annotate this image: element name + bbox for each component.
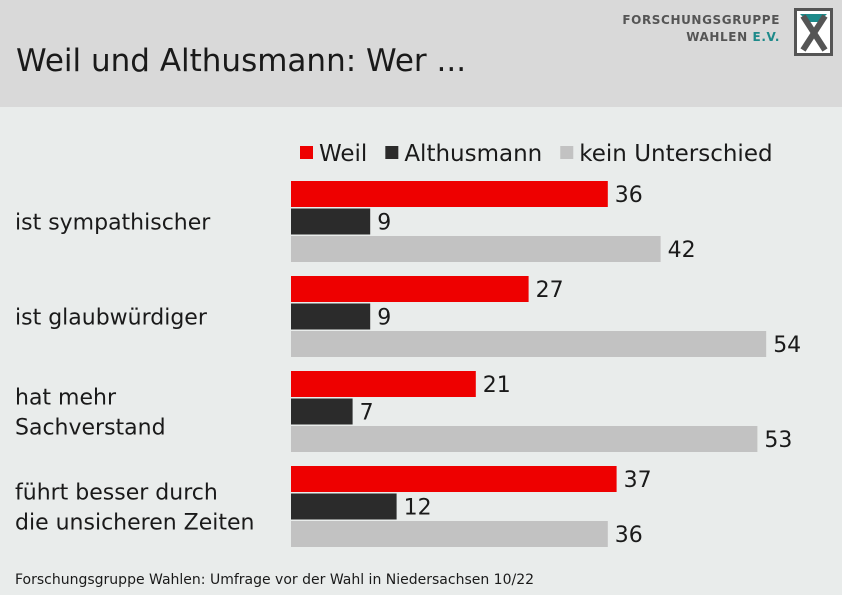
logo-mark-icon xyxy=(794,8,833,56)
bar-2-1 xyxy=(291,398,353,425)
value-label-0-1: 9 xyxy=(377,211,391,236)
value-label-0-2: 42 xyxy=(668,238,696,263)
bar-3-2 xyxy=(291,521,608,547)
legend-swatch-1 xyxy=(385,146,399,159)
value-label-3-2: 36 xyxy=(615,523,643,548)
logo: FORSCHUNGSGRUPPE WAHLEN E.V. xyxy=(622,8,834,60)
value-label-3-0: 37 xyxy=(624,468,652,493)
value-label-1-1: 9 xyxy=(377,306,391,331)
legend-swatch-2 xyxy=(560,146,574,159)
logo-line-1: FORSCHUNGSGRUPPE xyxy=(622,13,780,27)
bar-3-0 xyxy=(291,466,617,492)
legend-label-0: Weil xyxy=(319,141,367,167)
logo-line-2-main: WAHLEN xyxy=(686,30,748,44)
legend-label-2: kein Unterschied xyxy=(579,141,772,167)
header-band: Weil und Althusmann: Wer ... FORSCHUNGSG… xyxy=(0,0,842,107)
value-label-2-0: 21 xyxy=(483,373,511,398)
logo-line-2-suffix: E.V. xyxy=(752,30,780,44)
page-title: Weil und Althusmann: Wer ... xyxy=(16,43,467,79)
legend-label-1: Althusmann xyxy=(404,141,542,167)
bar-2-0 xyxy=(291,371,476,397)
legend-swatch-0 xyxy=(300,146,313,159)
value-label-1-0: 27 xyxy=(536,278,564,303)
value-label-1-2: 54 xyxy=(773,333,801,358)
bar-0-2 xyxy=(291,236,661,262)
bar-0-1 xyxy=(291,208,371,235)
value-label-2-2: 53 xyxy=(764,428,792,453)
bar-1-0 xyxy=(291,276,529,302)
category-label-1-0: ist glaubwürdiger xyxy=(15,306,208,331)
category-label-2-1: Sachverstand xyxy=(15,416,166,441)
value-label-3-1: 12 xyxy=(404,496,432,521)
source-note: Forschungsgruppe Wahlen: Umfrage vor der… xyxy=(15,572,535,588)
logo-line-2: WAHLEN E.V. xyxy=(622,29,780,46)
bar-1-2 xyxy=(291,331,767,357)
bar-1-1 xyxy=(291,303,371,330)
category-label-3-0: führt besser durch xyxy=(15,481,218,506)
chart: Weil Althusmann kein Unterschied ist sympat… xyxy=(15,141,801,548)
value-label-2-1: 7 xyxy=(360,401,374,426)
logo-text: FORSCHUNGSGRUPPE WAHLEN E.V. xyxy=(622,12,780,46)
bar-2-2 xyxy=(291,426,758,452)
category-label-2-0: hat mehr xyxy=(15,386,117,411)
value-label-0-0: 36 xyxy=(615,183,643,208)
bar-3-1 xyxy=(291,493,397,520)
category-label-0-0: ist sympathischer xyxy=(15,211,211,236)
category-label-3-1: die unsicheren Zeiten xyxy=(15,511,255,536)
bar-0-0 xyxy=(291,181,608,207)
